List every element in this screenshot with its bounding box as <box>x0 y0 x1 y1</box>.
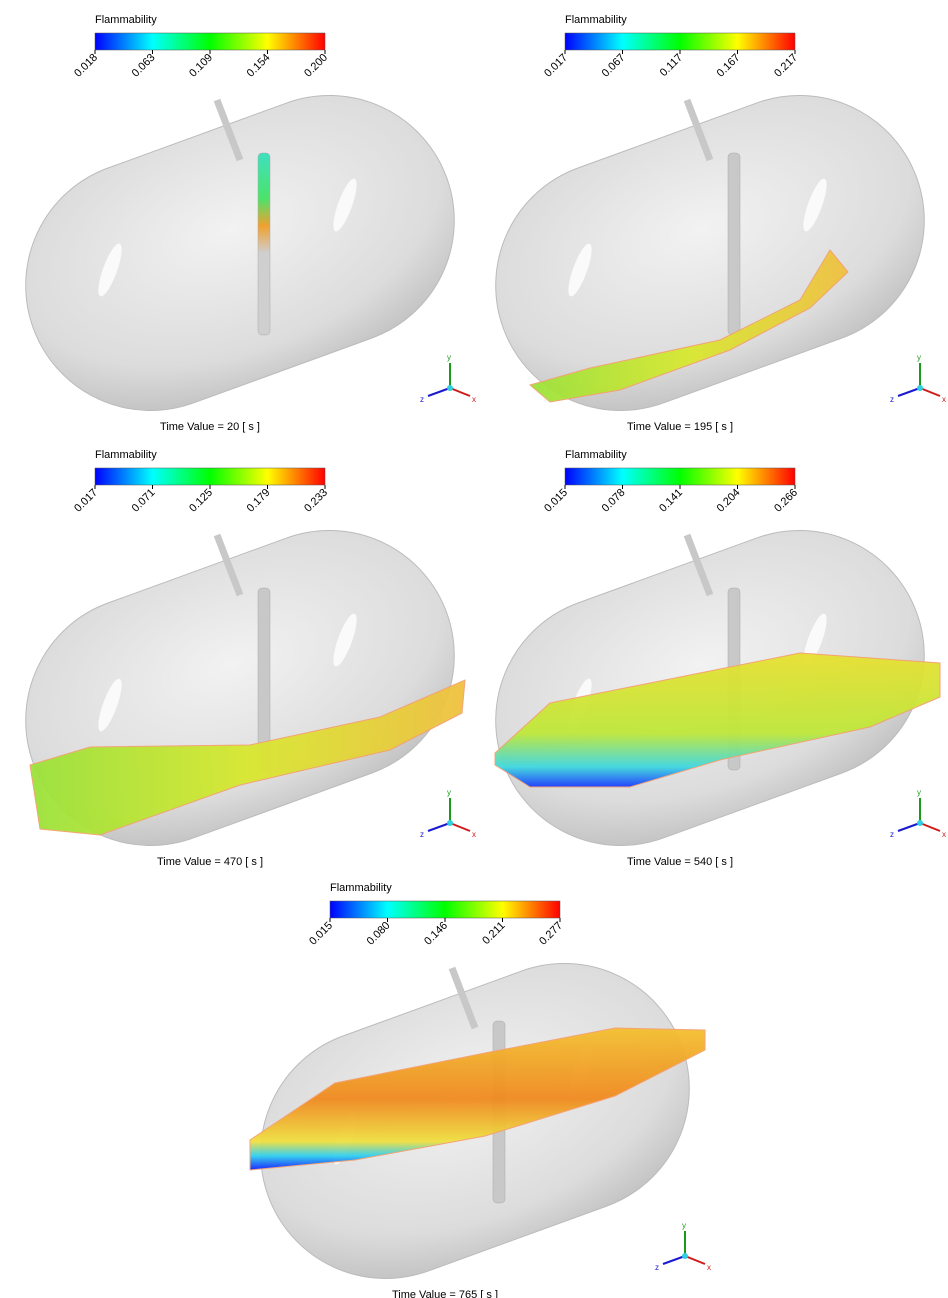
legend-title: Flammability <box>565 449 627 461</box>
tank <box>0 60 489 445</box>
colorbar-tick-label: 0.017 <box>542 52 570 80</box>
colorbar <box>95 33 325 50</box>
axis-label: z <box>890 830 894 839</box>
colorbar-tick-label: 0.117 <box>658 52 685 79</box>
panel: Flammability 0.018 0.063 0.109 0.154 0.200 y z x… <box>0 14 489 446</box>
axis-origin <box>447 385 453 391</box>
colorbar-tick-label: 0.233 <box>302 487 330 515</box>
axis-label: x <box>472 830 476 839</box>
colorbar-tick-label: 0.080 <box>365 920 393 948</box>
colorbar-tick-label: 0.204 <box>715 487 743 515</box>
axis-z <box>898 823 920 831</box>
legend-title: Flammability <box>95 449 157 461</box>
colorbar-tick-label: 0.015 <box>307 920 335 948</box>
colorbar-tick-label: 0.018 <box>72 52 100 80</box>
panel: Flammability 0.017 0.067 0.117 0.167 0.217 y z x… <box>461 14 948 446</box>
colorbar-tick-label: 0.125 <box>187 487 215 515</box>
axis-label: z <box>890 395 894 404</box>
axis-x <box>450 823 470 831</box>
colorbar-tick-label: 0.200 <box>302 52 330 80</box>
figure: Flammability 0.018 0.063 0.109 0.154 0.200 y z x… <box>0 0 948 1298</box>
jet-column <box>258 153 270 335</box>
axis-z <box>428 388 450 396</box>
jet-column <box>728 153 740 335</box>
colorbar-tick-label: 0.063 <box>130 52 158 80</box>
axis-x <box>920 388 940 396</box>
axis-label: z <box>655 1263 659 1272</box>
colorbar-tick-label: 0.017 <box>72 487 100 515</box>
colorbar <box>95 468 325 485</box>
legend-title: Flammability <box>565 14 627 26</box>
colorbar-tick-label: 0.266 <box>772 487 800 515</box>
axis-z <box>428 823 450 831</box>
colorbar <box>565 33 795 50</box>
axis-origin <box>917 820 923 826</box>
axis-label: y <box>447 353 451 362</box>
colorbar-tick-label: 0.071 <box>130 487 158 515</box>
colorbar <box>330 901 560 918</box>
axis-label: y <box>917 788 921 797</box>
axis-origin <box>447 820 453 826</box>
colorbar-tick-label: 0.141 <box>657 487 685 515</box>
axis-x <box>685 1256 705 1264</box>
colorbar <box>565 468 795 485</box>
axis-x <box>920 823 940 831</box>
colorbar-tick-label: 0.211 <box>480 920 507 947</box>
axis-x <box>450 388 470 396</box>
axis-z <box>663 1256 685 1264</box>
colorbar-tick-label: 0.217 <box>772 52 800 80</box>
colorbar-tick-label: 0.067 <box>600 52 628 80</box>
colorbar-tick-label: 0.109 <box>187 52 215 80</box>
panel: Flammability 0.015 0.078 0.141 0.204 0.266 y z x… <box>461 449 948 881</box>
axis-origin <box>682 1253 688 1259</box>
colorbar-tick-label: 0.277 <box>537 920 565 948</box>
axis-label: y <box>917 353 921 362</box>
axis-label: x <box>472 395 476 404</box>
axis-origin <box>917 385 923 391</box>
colorbar-tick-label: 0.167 <box>715 52 743 80</box>
axis-label: z <box>420 830 424 839</box>
time-caption: Time Value = 195 [ s ] <box>627 421 733 433</box>
axis-label: x <box>942 830 946 839</box>
legend-title: Flammability <box>330 882 392 894</box>
axis-label: y <box>682 1221 686 1230</box>
time-caption: Time Value = 20 [ s ] <box>160 421 260 433</box>
colorbar-tick-label: 0.078 <box>600 487 628 515</box>
panel: Flammability 0.015 0.080 0.146 0.211 0.277 y z x… <box>226 882 725 1298</box>
axis-label: x <box>942 395 946 404</box>
legend-title: Flammability <box>95 14 157 26</box>
axis-label: y <box>447 788 451 797</box>
time-caption: Time Value = 540 [ s ] <box>627 856 733 868</box>
time-caption: Time Value = 470 [ s ] <box>157 856 263 868</box>
colorbar-tick-label: 0.154 <box>245 52 273 80</box>
panel: Flammability 0.017 0.071 0.125 0.179 0.233 y z x… <box>0 449 489 881</box>
colorbar-tick-label: 0.015 <box>542 487 570 515</box>
axis-label: x <box>707 1263 711 1272</box>
colorbar-tick-label: 0.146 <box>422 920 450 948</box>
time-caption: Time Value = 765 [ s ] <box>392 1289 498 1298</box>
colorbar-tick-label: 0.179 <box>245 487 273 515</box>
axis-z <box>898 388 920 396</box>
axis-label: z <box>420 395 424 404</box>
